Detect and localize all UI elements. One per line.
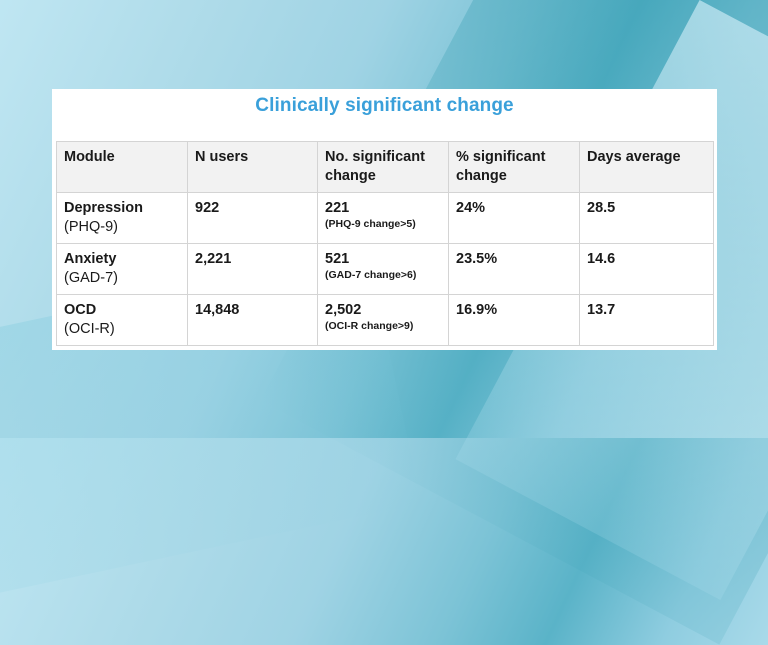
cell-percent: 23.5%: [448, 243, 580, 295]
table-row: Depression (PHQ-9) 922 221 (PHQ-9 change…: [56, 192, 714, 244]
significant-criterion: (PHQ-9 change>5): [325, 218, 416, 230]
cell-days-average: 14.6: [579, 243, 714, 295]
cell-significant: 521 (GAD-7 change>6): [317, 243, 449, 295]
cell-module: Anxiety (GAD-7): [56, 243, 188, 295]
module-scale: (OCI-R): [64, 321, 115, 337]
table-row: OCD (OCI-R) 14,848 2,502 (OCI-R change>9…: [56, 294, 714, 346]
significant-count: 221: [325, 200, 350, 216]
cell-percent: 24%: [448, 192, 580, 244]
table-row: Anxiety (GAD-7) 2,221 521 (GAD-7 change>…: [56, 243, 714, 295]
module-name: Depression: [64, 200, 143, 216]
table-title: Clinically significant change: [255, 95, 514, 116]
cell-days-average: 28.5: [579, 192, 714, 244]
module-name: Anxiety: [64, 251, 117, 267]
significant-criterion: (GAD-7 change>6): [325, 269, 417, 281]
cell-n-users: 922: [187, 192, 318, 244]
module-scale: (PHQ-9): [64, 219, 118, 235]
results-table: Module N users No. significant change % …: [56, 141, 714, 346]
header-n-users: N users: [187, 141, 318, 193]
significant-criterion: (OCI-R change>9): [325, 320, 414, 332]
cell-module: Depression (PHQ-9): [56, 192, 188, 244]
header-days-average: Days average: [579, 141, 714, 193]
cell-days-average: 13.7: [579, 294, 714, 346]
cell-n-users: 2,221: [187, 243, 318, 295]
module-name: OCD: [64, 302, 97, 318]
cell-percent: 16.9%: [448, 294, 580, 346]
cell-significant: 2,502 (OCI-R change>9): [317, 294, 449, 346]
cell-n-users: 14,848: [187, 294, 318, 346]
header-percent-significant: % significant change: [448, 141, 580, 193]
table-card: Clinically significant change Module N u…: [52, 89, 717, 350]
header-row: Module N users No. significant change % …: [56, 141, 714, 193]
cell-significant: 221 (PHQ-9 change>5): [317, 192, 449, 244]
significant-count: 2,502: [325, 302, 362, 318]
module-scale: (GAD-7): [64, 270, 118, 286]
header-module: Module: [56, 141, 188, 193]
header-significant-change: No. significant change: [317, 141, 449, 193]
significant-count: 521: [325, 251, 350, 267]
cell-module: OCD (OCI-R): [56, 294, 188, 346]
